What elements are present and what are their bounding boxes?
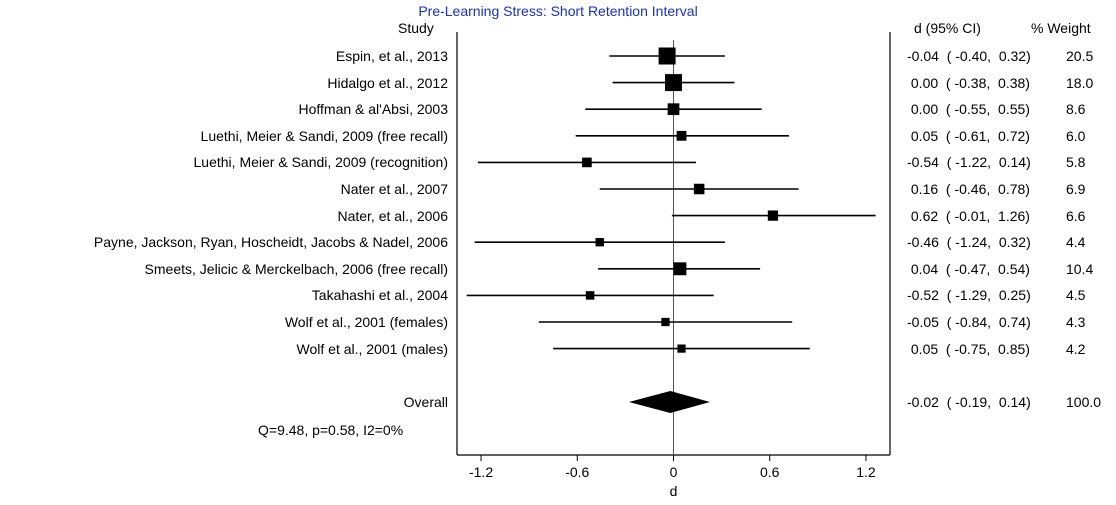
study-weight: 20.5	[1066, 48, 1094, 64]
study-label: Takahashi et al., 2004	[311, 287, 448, 304]
chart-title: Pre-Learning Stress: Short Retention Int…	[418, 3, 698, 19]
study-point	[693, 183, 705, 195]
study-label: Luethi, Meier & Sandi, 2009 (free recall…	[200, 127, 448, 144]
study-ci-text: -0.05 ( -0.84, 0.74)	[907, 314, 1031, 330]
x-axis-label: d	[670, 483, 678, 499]
study-point	[767, 210, 779, 221]
study-weight: 4.2	[1066, 340, 1086, 357]
study-label: Nater, et al., 2006	[337, 207, 448, 224]
study-column-header: Study	[398, 20, 434, 36]
study-point	[661, 317, 670, 327]
study-point	[585, 291, 595, 300]
study-ci-text: 0.62 ( -0.01, 1.26)	[907, 207, 1030, 224]
study-weight: 6.9	[1066, 181, 1086, 197]
overall-weight: 100.0	[1066, 394, 1102, 410]
study-point	[667, 103, 680, 116]
study-label: Hoffman & al'Absi, 2003	[298, 101, 448, 118]
study-ci-text: 0.16 ( -0.46, 0.78)	[907, 181, 1030, 197]
study-ci-text: 0.05 ( -0.75, 0.85)	[907, 340, 1030, 357]
overall-diamond	[629, 391, 710, 413]
study-label: Espin, et al., 2013	[335, 48, 448, 64]
ci-column-header: d (95% CI)	[914, 20, 981, 36]
study-weight: 5.8	[1066, 154, 1086, 171]
study-label: Wolf et al., 2001 (females)	[284, 314, 448, 330]
study-ci-text: -0.46 ( -1.24, 0.32)	[907, 234, 1031, 251]
study-point	[676, 130, 687, 141]
study-ci-text: -0.54 ( -1.22, 0.14)	[907, 154, 1031, 171]
study-ci-text: 0.00 ( -0.55, 0.55)	[907, 101, 1030, 118]
study-ci-text: 0.00 ( -0.38, 0.38)	[907, 74, 1030, 91]
study-point	[582, 157, 592, 168]
study-ci-text: 0.04 ( -0.47, 0.54)	[907, 260, 1030, 277]
x-tick-label: 0.6	[760, 464, 780, 480]
x-tick-label: 0	[670, 464, 678, 480]
study-label: Luethi, Meier & Sandi, 2009 (recognition…	[193, 154, 448, 171]
study-label: Smeets, Jelicic & Merckelbach, 2006 (fre…	[144, 260, 448, 277]
study-weight: 8.6	[1066, 101, 1086, 118]
study-weight: 10.4	[1066, 260, 1094, 277]
study-weight: 6.6	[1066, 207, 1086, 224]
study-label: Nater et al., 2007	[340, 181, 448, 197]
x-tick-label: 1.2	[856, 464, 876, 480]
study-label: Wolf et al., 2001 (males)	[296, 340, 448, 357]
study-weight: 4.3	[1066, 314, 1086, 330]
study-ci-text: -0.52 ( -1.29, 0.25)	[907, 287, 1031, 304]
x-tick-label: -0.6	[565, 464, 589, 480]
heterogeneity-stats: Q=9.48, p=0.58, I2=0%	[258, 422, 404, 438]
study-ci-text: 0.05 ( -0.61, 0.72)	[907, 127, 1030, 144]
study-weight: 4.4	[1066, 234, 1086, 251]
study-label: Hidalgo et al., 2012	[327, 74, 448, 91]
overall-label: Overall	[403, 394, 448, 410]
study-point	[665, 74, 682, 92]
x-tick-label: -1.2	[469, 464, 493, 480]
study-weight: 6.0	[1066, 127, 1086, 144]
study-ci-text: -0.04 ( -0.40, 0.32)	[907, 48, 1031, 64]
overall-ci-text: -0.02 ( -0.19, 0.14)	[907, 394, 1031, 410]
study-point	[673, 262, 687, 276]
study-point	[658, 47, 676, 65]
study-label: Payne, Jackson, Ryan, Hoscheidt, Jacobs …	[93, 234, 448, 251]
study-weight: 4.5	[1066, 287, 1086, 304]
study-point	[595, 238, 604, 247]
study-point	[677, 344, 686, 353]
weight-column-header: % Weight	[1031, 20, 1091, 36]
study-weight: 18.0	[1066, 74, 1094, 91]
